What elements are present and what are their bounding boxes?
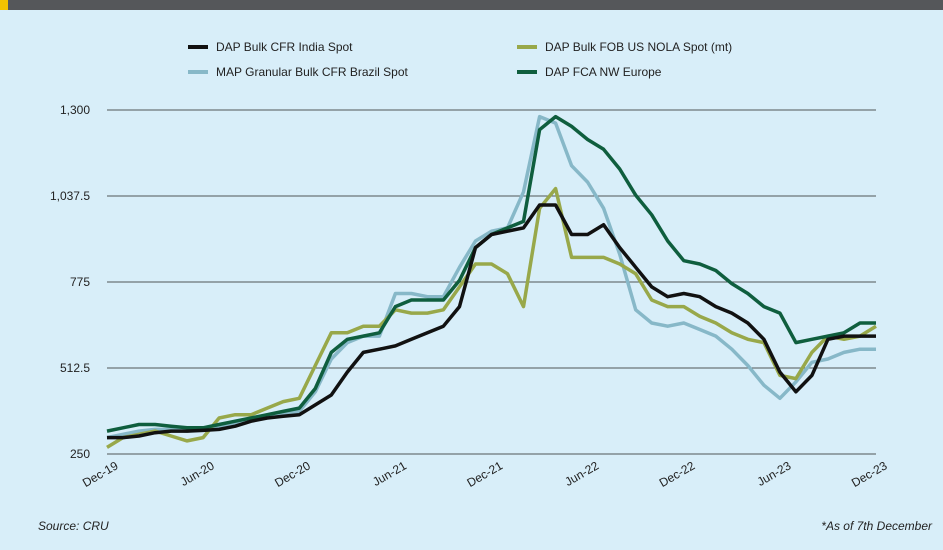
y-tick-label: 512.5 (60, 361, 90, 375)
legend-label: DAP FCA NW Europe (545, 65, 662, 79)
x-tick-label: Dec-22 (657, 458, 698, 490)
y-tick-label: 250 (70, 447, 90, 461)
series-line (106, 114, 876, 440)
x-tick-label: Dec-23 (849, 458, 890, 490)
header-bar (0, 0, 943, 10)
y-tick-label: 1,300 (60, 103, 90, 117)
x-tick-label: Jun-21 (370, 458, 409, 489)
y-tick-label: 775 (70, 275, 90, 289)
source: Source: CRU (38, 519, 109, 533)
header-marker (0, 0, 8, 10)
y-tick-label: 1,037.5 (50, 189, 90, 203)
legend-label: DAP Bulk FOB US NOLA Spot (mt) (545, 40, 732, 54)
x-tick-label: Jun-23 (755, 458, 794, 489)
series-line (106, 186, 877, 449)
x-tick-label: Dec-20 (272, 458, 313, 490)
x-tick-label: Dec-21 (464, 458, 505, 490)
note: *As of 7th December (821, 519, 933, 533)
x-tick-label: Jun-20 (178, 458, 217, 489)
series-line (107, 203, 876, 440)
legend-label: MAP Granular Bulk CFR Brazil Spot (216, 65, 409, 79)
x-tick-label: Dec-19 (80, 458, 121, 490)
legend-label: DAP Bulk CFR India Spot (216, 40, 353, 54)
x-tick-label: Jun-22 (562, 458, 601, 489)
